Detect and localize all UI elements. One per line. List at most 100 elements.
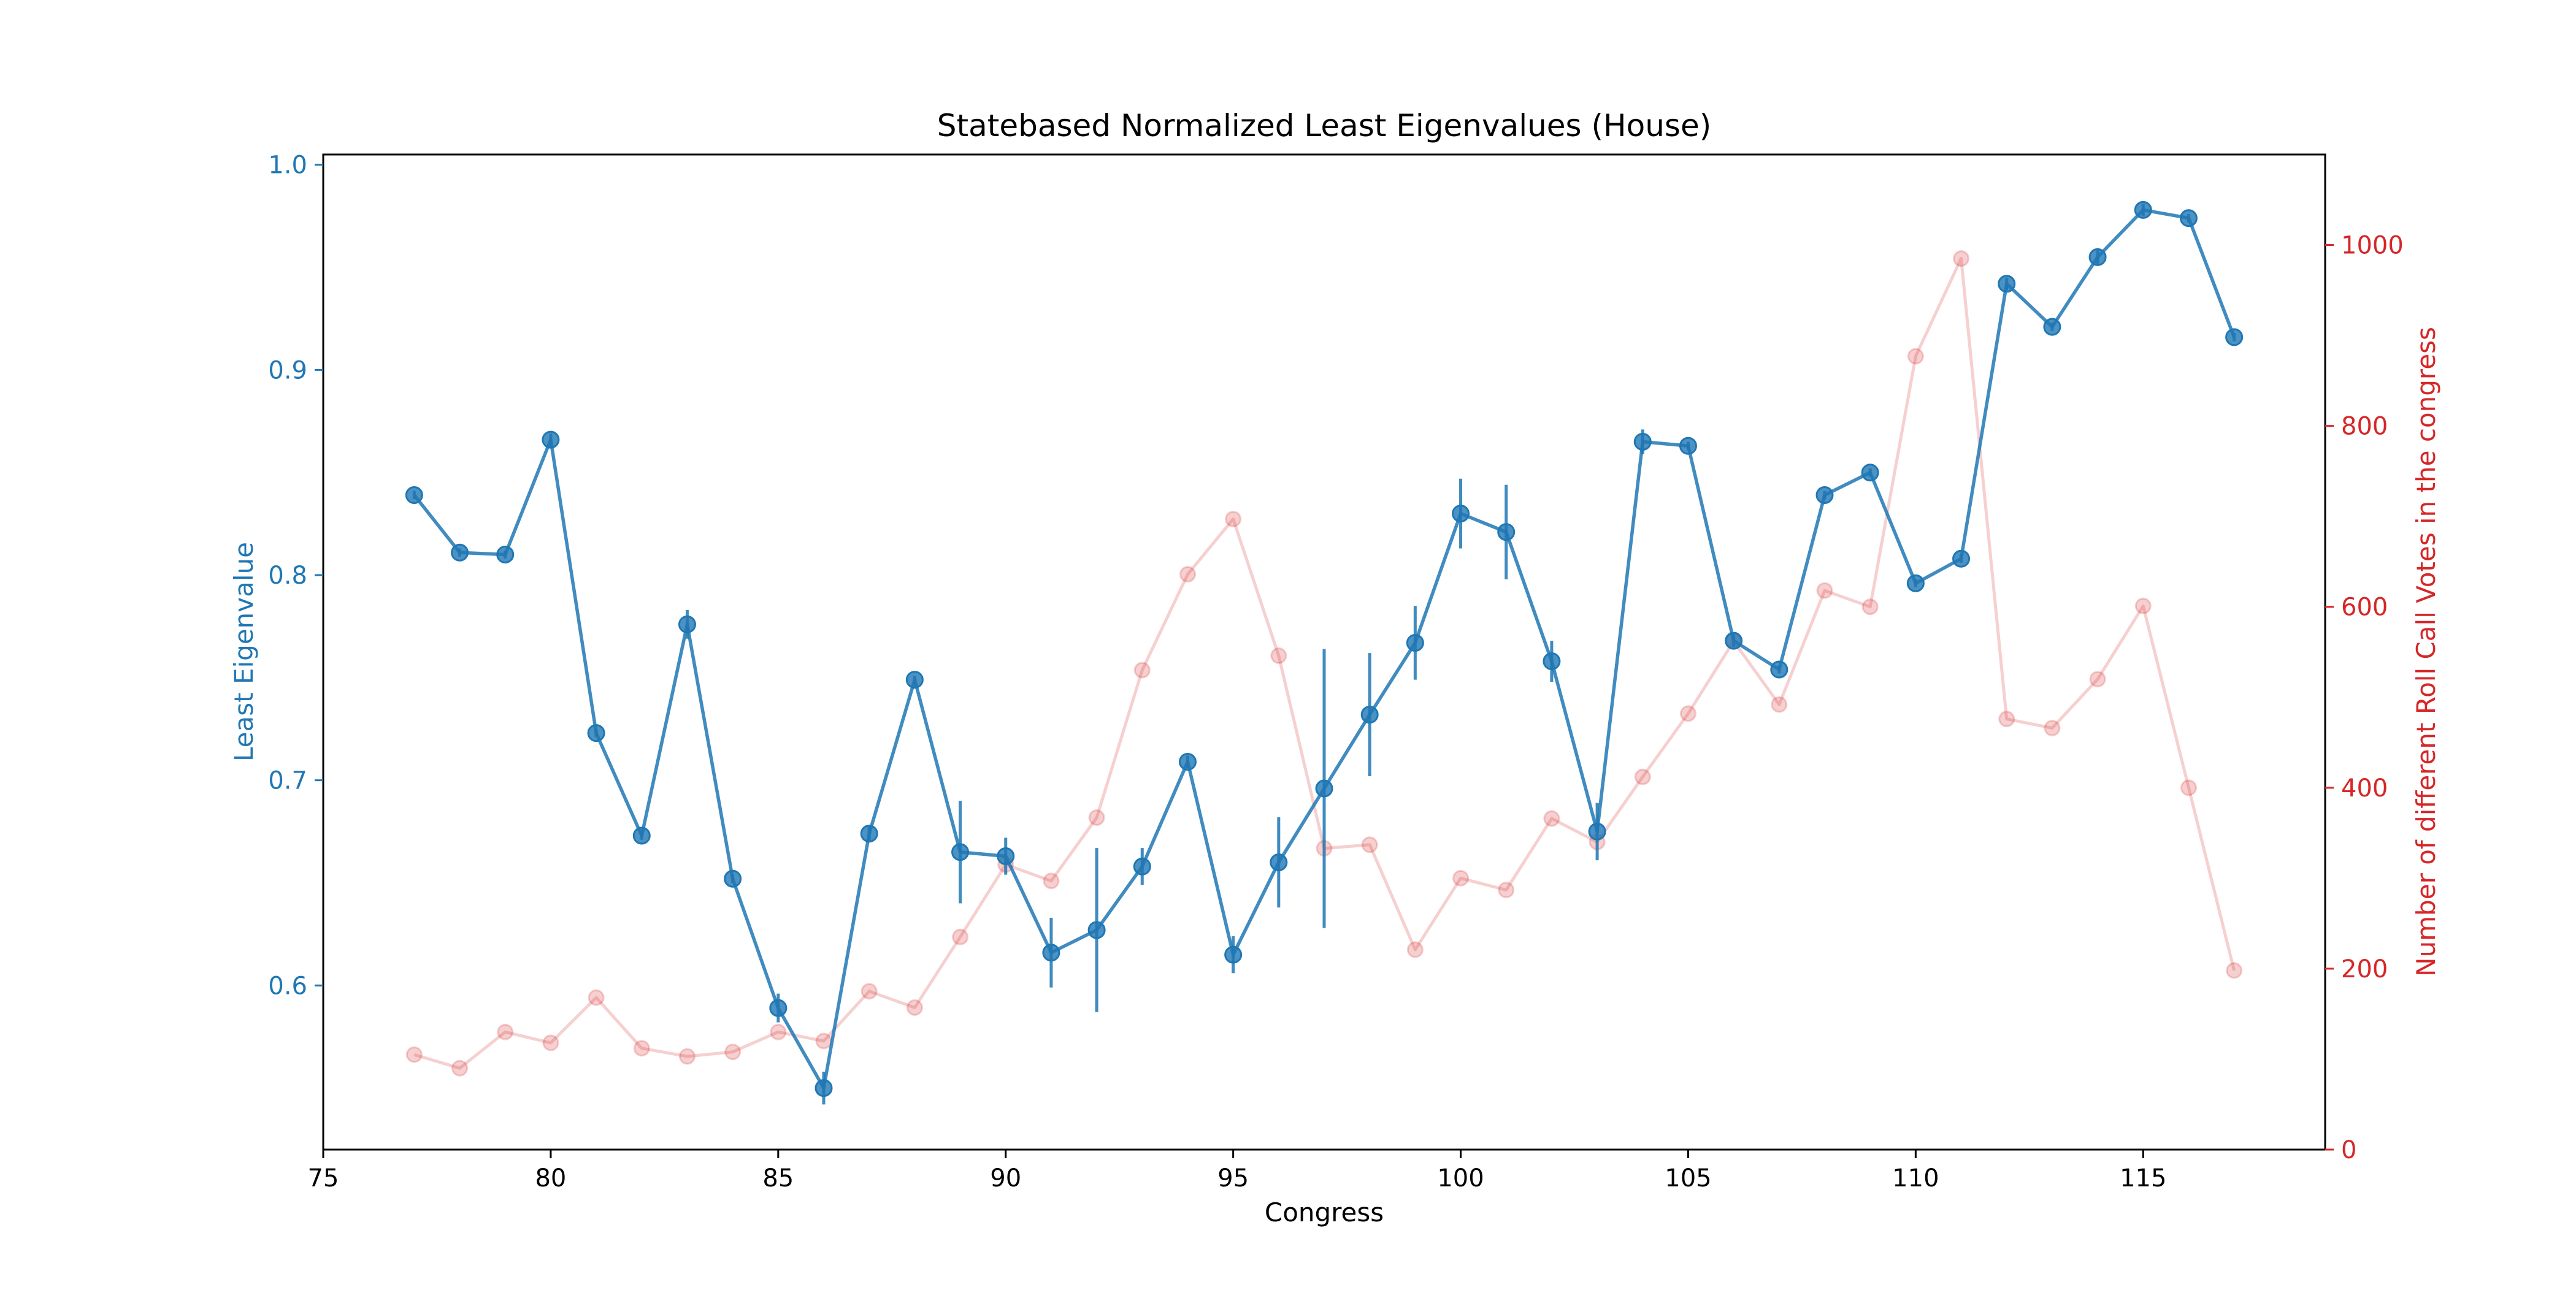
roll-call-votes-point (1543, 810, 1560, 827)
roll-call-votes-point (952, 928, 969, 945)
x-tick-label: 110 (1892, 1164, 1939, 1193)
least-eigenvalue-point (496, 546, 515, 564)
roll-call-votes-point (2044, 719, 2061, 736)
roll-call-votes-point (1634, 768, 1651, 785)
roll-call-votes-point (1270, 647, 1287, 664)
least-eigenvalue-point (2225, 328, 2244, 346)
x-tick-label: 95 (1217, 1164, 1249, 1193)
roll-call-votes-point (1771, 696, 1788, 713)
least-eigenvalue-point (1406, 633, 1424, 652)
roll-call-votes-point (724, 1044, 742, 1061)
roll-call-votes-point (542, 1034, 559, 1051)
y-tick-label: 0.6 (268, 972, 307, 1000)
x-tick-label: 90 (990, 1164, 1021, 1193)
roll-call-votes-point (2089, 671, 2106, 688)
roll-call-votes-point (1088, 809, 1105, 826)
roll-call-votes-point (770, 1023, 787, 1040)
least-eigenvalue-point (2088, 248, 2107, 266)
chart-title: Statebased Normalized Least Eigenvalues … (937, 108, 1711, 143)
y-axis-right-label: Number of different Roll Call Votes in t… (2411, 327, 2441, 977)
least-eigenvalue-point (632, 826, 651, 845)
least-eigenvalue-point (1178, 753, 1197, 771)
roll-call-votes-point (1861, 598, 1879, 616)
least-eigenvalue-point (1497, 523, 1516, 541)
least-eigenvalue-point (1360, 706, 1379, 724)
roll-call-votes-point (1452, 869, 1470, 887)
roll-call-votes-point (1361, 836, 1378, 853)
roll-call-votes-point (633, 1040, 650, 1057)
least-eigenvalue-point (1224, 945, 1243, 964)
least-eigenvalue-point (997, 847, 1015, 865)
least-eigenvalue-point (815, 1079, 833, 1097)
least-eigenvalue-point (542, 430, 560, 449)
least-eigenvalue-point (1815, 486, 1834, 505)
least-eigenvalue-point (1042, 944, 1060, 962)
least-eigenvalue-point (724, 869, 742, 888)
x-tick-label: 85 (762, 1164, 794, 1193)
plot-frame (322, 153, 2326, 1151)
least-eigenvalue-point (1952, 549, 1971, 568)
least-eigenvalue-point (769, 999, 788, 1017)
roll-call-votes-point (1043, 872, 1060, 890)
roll-call-votes-point (1679, 705, 1696, 722)
roll-call-votes-point (2226, 962, 2243, 979)
least-eigenvalue-point (1087, 921, 1106, 939)
roll-call-votes-point (588, 989, 605, 1006)
roll-call-votes-point (906, 999, 923, 1016)
roll-call-votes-point (405, 1046, 423, 1063)
roll-call-votes-point (1907, 348, 1924, 365)
least-eigenvalue-point (1633, 432, 1652, 451)
least-eigenvalue-point (951, 843, 970, 861)
x-tick-label: 80 (535, 1164, 566, 1193)
y-right-tick-label: 0 (2341, 1136, 2356, 1164)
least-eigenvalue-point (1452, 505, 1470, 523)
least-eigenvalue-series (405, 200, 2244, 1105)
y-tick-label: 0.7 (268, 767, 307, 795)
roll-call-votes-point (1179, 566, 1196, 583)
least-eigenvalue-point (678, 615, 696, 633)
least-eigenvalue-point (1861, 464, 1879, 482)
roll-call-votes-point (861, 983, 878, 1000)
least-eigenvalue-point (1588, 822, 1606, 841)
axes: 75 80 85 90 95 100 105 110 115 0.6 0.7 0.8 0.9 1.0 0 20… (268, 151, 2403, 1193)
roll-call-votes-point (2134, 597, 2152, 614)
roll-call-votes-point (1498, 882, 1515, 899)
x-tick-label: 100 (1437, 1164, 1484, 1193)
least-eigenvalue-point (860, 825, 878, 843)
y-right-tick-label: 800 (2341, 413, 2388, 441)
roll-call-votes-point (1816, 582, 1833, 599)
least-eigenvalue-point (451, 543, 469, 562)
x-tick-label: 105 (1665, 1164, 1711, 1193)
roll-call-votes-point (1406, 941, 1424, 958)
least-eigenvalue-point (1906, 574, 1925, 592)
least-eigenvalue-point (905, 671, 924, 689)
least-eigenvalue-point (1770, 660, 1788, 679)
least-eigenvalue-point (405, 486, 423, 505)
y-tick-label: 1.0 (268, 151, 307, 180)
least-eigenvalue-point (2134, 200, 2152, 219)
roll-call-votes-point (1225, 511, 1242, 528)
y-axis-label: Least Eigenvalue (229, 542, 259, 761)
least-eigenvalue-point (1998, 275, 2016, 293)
roll-call-votes-point (2180, 779, 2197, 796)
least-eigenvalue-point (1725, 632, 1743, 650)
y-right-tick-label: 600 (2341, 593, 2388, 622)
x-tick-label: 115 (2120, 1164, 2166, 1193)
roll-call-votes-point (678, 1048, 696, 1065)
least-eigenvalue-point (2179, 209, 2198, 227)
x-axis-label: Congress (1265, 1197, 1384, 1227)
roll-call-votes-point (497, 1023, 514, 1040)
roll-call-votes-point (815, 1032, 832, 1050)
y-tick-label: 0.8 (268, 562, 307, 590)
y-tick-label: 0.9 (268, 356, 307, 384)
roll-call-votes-point (451, 1059, 469, 1077)
least-eigenvalue-point (1679, 437, 1697, 455)
roll-call-votes-point (1133, 662, 1151, 679)
least-eigenvalue-point (587, 724, 605, 742)
least-eigenvalue-point (1270, 853, 1288, 872)
least-eigenvalue-point (1315, 779, 1333, 798)
y-right-tick-label: 400 (2341, 774, 2388, 803)
